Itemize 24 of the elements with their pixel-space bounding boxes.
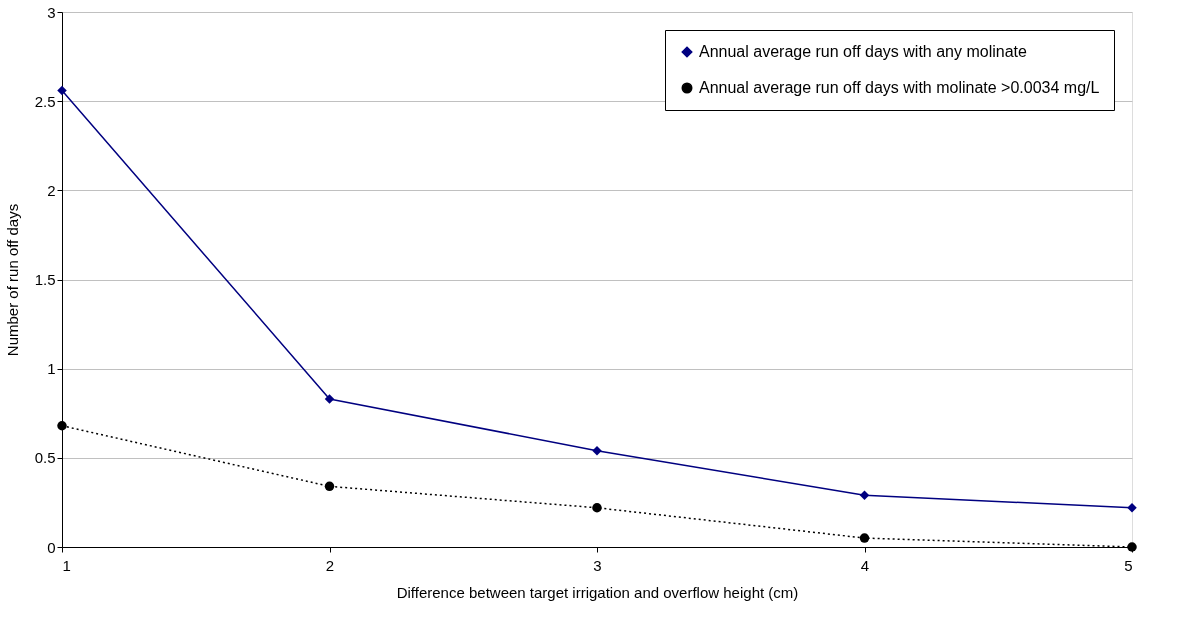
x-tick-label: 2	[325, 556, 335, 574]
point	[859, 490, 870, 501]
y-tick-label: 3	[47, 3, 56, 21]
y-tick-label: 0	[47, 538, 56, 556]
point	[592, 445, 602, 456]
y-tick-label: 1.5	[34, 271, 56, 288]
point	[859, 533, 870, 543]
y-tick-label: 2.5	[34, 92, 56, 110]
x-tick-label: 1	[62, 556, 71, 574]
x-tick-label: 3	[593, 556, 602, 574]
point	[592, 503, 602, 513]
point	[324, 394, 335, 404]
point	[57, 85, 67, 96]
y-tick-label: 2	[47, 181, 56, 199]
legend-label: Annual average run off days with any molinate	[699, 43, 1028, 60]
x-tick-label: 5	[1124, 556, 1133, 574]
y-axis-title: Number of run off days	[3, 203, 21, 357]
y-tick-label: 1	[47, 360, 56, 378]
legend-label: Annual average run off days with molinate >0.0034 mg/L	[699, 79, 1100, 96]
x-tick-label: 4	[860, 556, 870, 574]
y-tick-label: 0.5	[34, 449, 56, 467]
point	[57, 421, 67, 431]
x-axis-title: Difference between target irrigation and overflow height (cm)	[396, 583, 799, 601]
point	[324, 481, 335, 492]
